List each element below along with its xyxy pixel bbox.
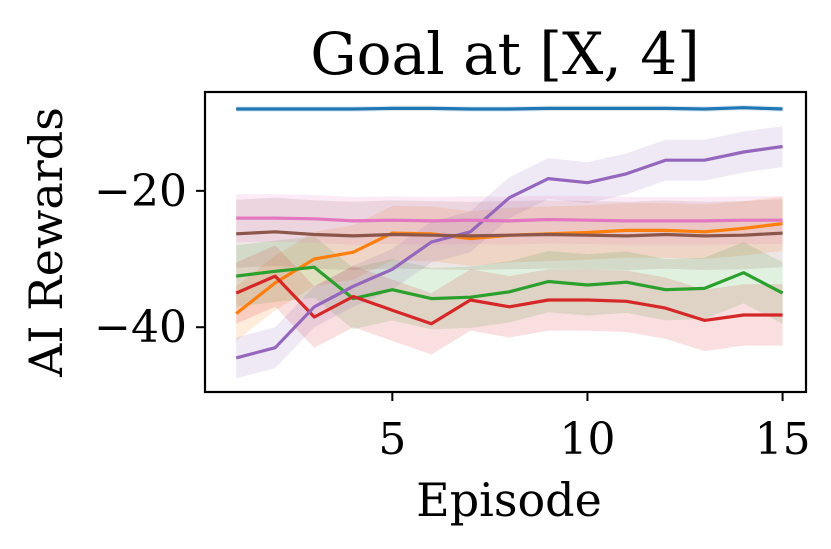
- series-7-line: [236, 216, 783, 223]
- series-5-band: [236, 126, 783, 379]
- chart-title: Goal at [X, 4]: [310, 20, 699, 88]
- confidence-bands: [236, 105, 783, 379]
- series-5-line: [235, 144, 783, 360]
- series-4-band: [236, 245, 783, 355]
- series-3-line: [236, 265, 784, 301]
- y-tick-label: −40: [94, 302, 187, 353]
- x-axis-ticks: 5 10 15: [378, 392, 811, 465]
- y-axis-ticks: −20 −40: [94, 166, 205, 353]
- x-axis-label: Episode: [416, 473, 602, 527]
- series-6-line: [236, 230, 783, 238]
- y-tick-label: −20: [94, 166, 187, 217]
- plot-area-frame: [203, 90, 808, 394]
- y-axis-label: AI Rewards: [19, 107, 73, 378]
- x-tick-label: 15: [755, 414, 811, 465]
- x-tick-label: 5: [378, 414, 406, 465]
- series-2-band: [236, 196, 783, 341]
- series-lines: [235, 106, 784, 360]
- series-4-line: [235, 274, 783, 326]
- x-tick-label: 10: [559, 414, 615, 465]
- series-1-line: [236, 106, 783, 111]
